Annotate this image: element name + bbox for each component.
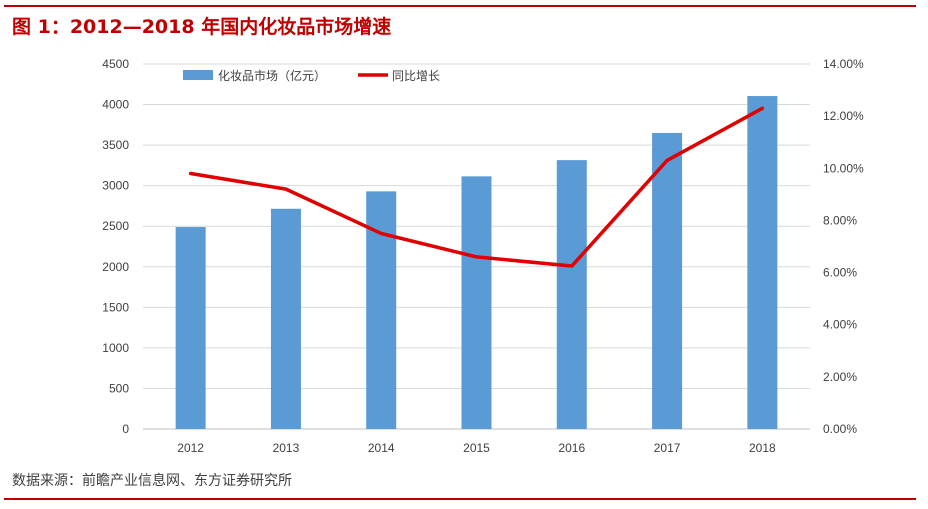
x-tick-label: 2016 [558,441,585,455]
bar [556,160,587,429]
bar [270,208,301,429]
left-tick-label: 4500 [102,57,129,71]
bar-series [175,96,778,430]
left-tick-label: 1500 [102,300,129,314]
x-tick-label: 2018 [749,441,776,455]
legend-bar-label: 化妆品市场（亿元） [218,68,326,83]
x-tick-label: 2014 [368,441,395,455]
right-tick-label: 4.00% [823,318,857,332]
right-tick-label: 0.00% [823,422,857,436]
line-point [379,231,383,235]
x-axis-ticks: 2012 2013 2014 2015 2016 2017 2018 [177,441,776,455]
bar [747,96,778,430]
legend-bar-swatch [183,70,213,80]
right-axis-ticks: 0.00% 2.00% 4.00% 6.00% 8.00% 10.00% 12.00% 14.… [823,57,864,436]
line-series [188,106,765,268]
right-tick-label: 2.00% [823,370,857,384]
x-tick-label: 2013 [273,441,300,455]
top-divider [4,5,916,7]
right-tick-label: 8.00% [823,213,857,227]
right-tick-label: 10.00% [823,161,864,175]
bar [366,191,397,429]
left-tick-label: 4000 [102,98,129,112]
line-point [475,255,478,259]
right-tick-label: 14.00% [823,57,864,71]
right-tick-label: 12.00% [823,109,864,123]
x-tick-label: 2017 [654,441,681,455]
figure-title: 图 1：2012—2018 年国内化妆品市场增速 [12,16,392,38]
left-axis-ticks: 0 500 1000 1500 2000 2500 3000 3500 4000 4500 [102,57,129,436]
line-point [189,172,193,175]
left-tick-label: 3500 [102,138,129,152]
legend: 化妆品市场（亿元） 同比增长 [183,68,440,83]
legend-line-label: 同比增长 [392,69,440,83]
source-note: 数据来源：前瞻产业信息网、东方证券研究所 [12,473,292,489]
left-tick-label: 1000 [102,341,129,355]
left-tick-label: 3000 [102,179,129,193]
line-point [284,187,288,191]
left-tick-label: 2500 [102,219,129,233]
right-tick-label: 6.00% [823,266,857,280]
line-point [570,264,574,268]
left-tick-label: 2000 [102,260,129,274]
bar [461,176,492,429]
line-point [760,106,764,110]
left-tick-label: 0 [122,422,129,436]
bar [175,227,206,429]
x-tick-label: 2012 [177,441,204,455]
bottom-divider [4,498,916,500]
left-tick-label: 500 [109,381,129,395]
line-point [665,158,669,162]
bar [652,132,683,429]
x-tick-label: 2015 [463,441,490,455]
